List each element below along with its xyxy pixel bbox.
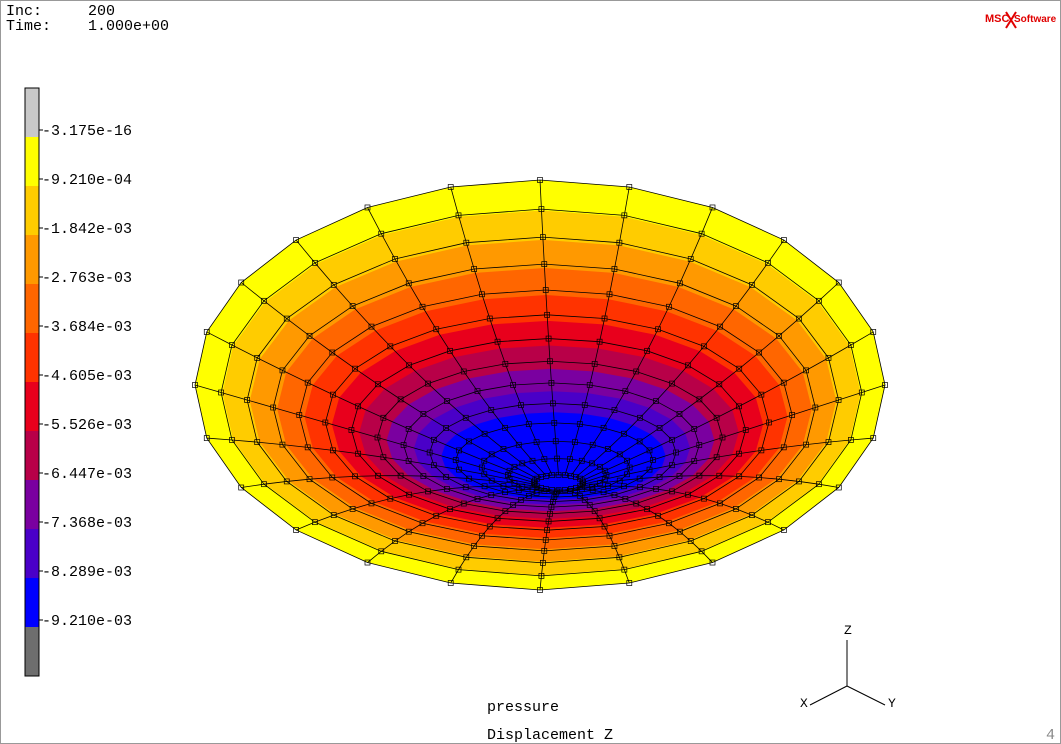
model bbox=[193, 178, 888, 593]
page-number: 4 bbox=[1046, 727, 1055, 744]
legend-swatch bbox=[25, 431, 39, 480]
legend-swatch bbox=[25, 186, 39, 235]
legend-label: -1.842e-03 bbox=[42, 221, 132, 238]
legend-label: -3.175e-16 bbox=[42, 123, 132, 140]
viewport: Inc: 200 Time: 1.000e+00 MSC Software -3… bbox=[0, 0, 1061, 744]
legend-label: -4.605e-03 bbox=[42, 368, 132, 385]
legend-swatch bbox=[25, 137, 39, 186]
legend-swatch bbox=[25, 578, 39, 627]
legend-label: -6.447e-03 bbox=[42, 466, 132, 483]
legend-label: -9.210e-04 bbox=[42, 172, 132, 189]
footer-line1: pressure bbox=[487, 699, 559, 716]
legend-swatch bbox=[25, 480, 39, 529]
legend-swatch bbox=[25, 284, 39, 333]
legend-swatch bbox=[25, 235, 39, 284]
legend-label: -9.210e-03 bbox=[42, 613, 132, 630]
legend-label: -8.289e-03 bbox=[42, 564, 132, 581]
axis-y-label: Y bbox=[888, 696, 896, 711]
legend-swatch bbox=[25, 333, 39, 382]
footer-line2: Displacement Z bbox=[487, 727, 613, 744]
legend-label: -7.368e-03 bbox=[42, 515, 132, 532]
time-label: Time: bbox=[6, 18, 51, 35]
legend-swatch bbox=[25, 529, 39, 578]
legend-swatch bbox=[25, 627, 39, 676]
legend-swatch bbox=[25, 88, 39, 137]
legend-label: -5.526e-03 bbox=[42, 417, 132, 434]
time-value: 1.000e+00 bbox=[88, 18, 169, 35]
axis-z-label: Z bbox=[844, 623, 852, 638]
logo-name: Software bbox=[1014, 14, 1057, 25]
legend-swatch bbox=[25, 382, 39, 431]
axis-x-label: X bbox=[800, 696, 808, 711]
legend-label: -2.763e-03 bbox=[42, 270, 132, 287]
legend-label: -3.684e-03 bbox=[42, 319, 132, 336]
logo-brand: MSC bbox=[985, 13, 1010, 25]
